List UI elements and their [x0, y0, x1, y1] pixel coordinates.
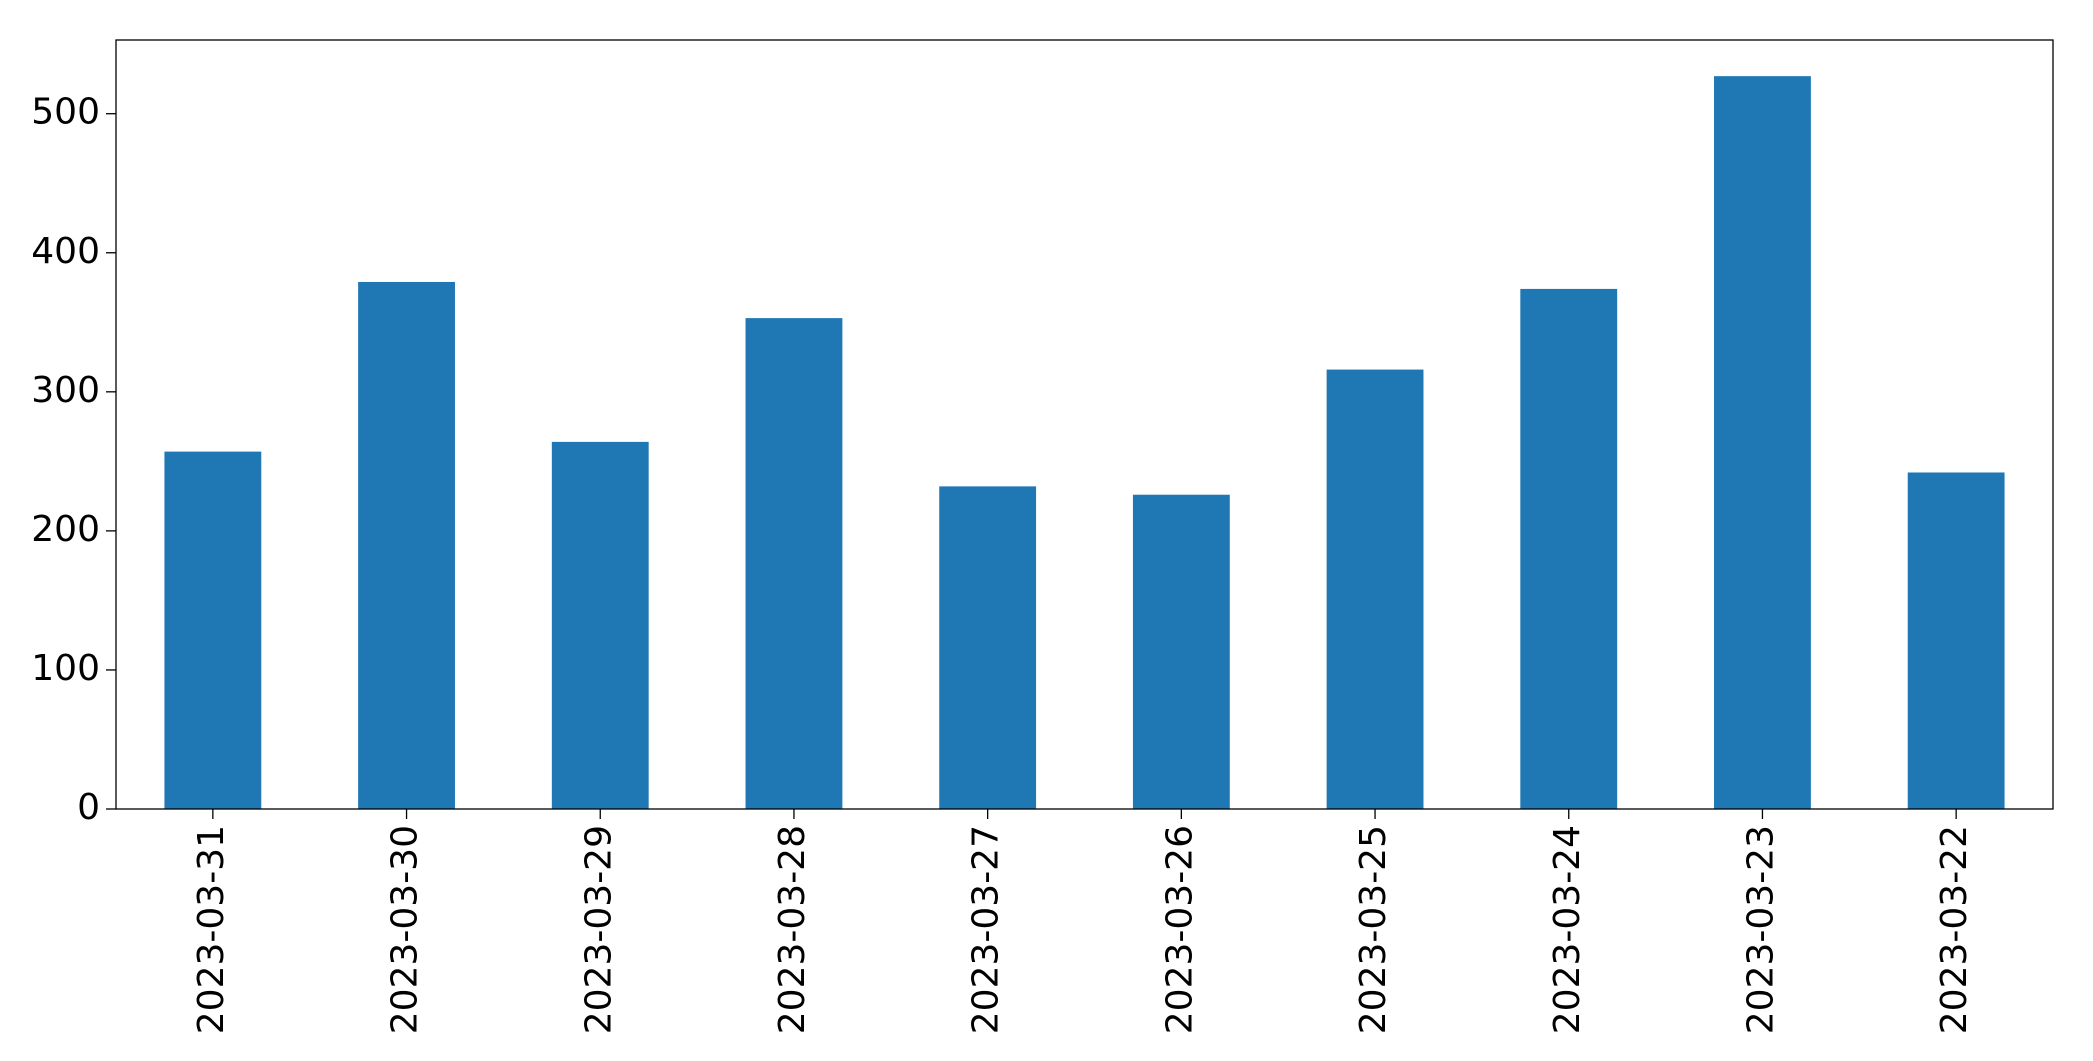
- bar: [551, 441, 649, 809]
- bar: [1520, 288, 1618, 809]
- bar: [939, 486, 1037, 809]
- y-tick-label: 100: [31, 648, 100, 689]
- bar: [358, 281, 455, 809]
- bar: [745, 318, 843, 809]
- x-tick-label: 2023-03-29: [578, 825, 619, 1034]
- bar: [1132, 494, 1230, 809]
- bar: [1907, 472, 2005, 809]
- y-tick-label: 500: [31, 92, 100, 133]
- x-tick-label: 2023-03-28: [772, 825, 813, 1034]
- x-tick-label: 2023-03-27: [966, 825, 1007, 1034]
- x-tick-label: 2023-03-31: [191, 825, 232, 1034]
- bar: [164, 451, 262, 809]
- x-tick-label: 2023-03-22: [1934, 825, 1975, 1034]
- x-tick-label: 2023-03-25: [1353, 825, 1394, 1034]
- x-tick-label: 2023-03-26: [1159, 825, 1200, 1034]
- y-tick-label: 400: [31, 231, 100, 272]
- y-tick-label: 300: [31, 370, 100, 411]
- x-tick-label: 2023-03-23: [1740, 825, 1781, 1034]
- y-tick-label: 200: [31, 509, 100, 550]
- axes-frame: [115, 39, 2054, 810]
- bar: [1326, 369, 1424, 809]
- y-tick-label: 0: [77, 787, 100, 828]
- bar: [1714, 76, 1811, 809]
- x-tick-label: 2023-03-30: [385, 825, 426, 1034]
- x-tick-label: 2023-03-24: [1547, 825, 1588, 1034]
